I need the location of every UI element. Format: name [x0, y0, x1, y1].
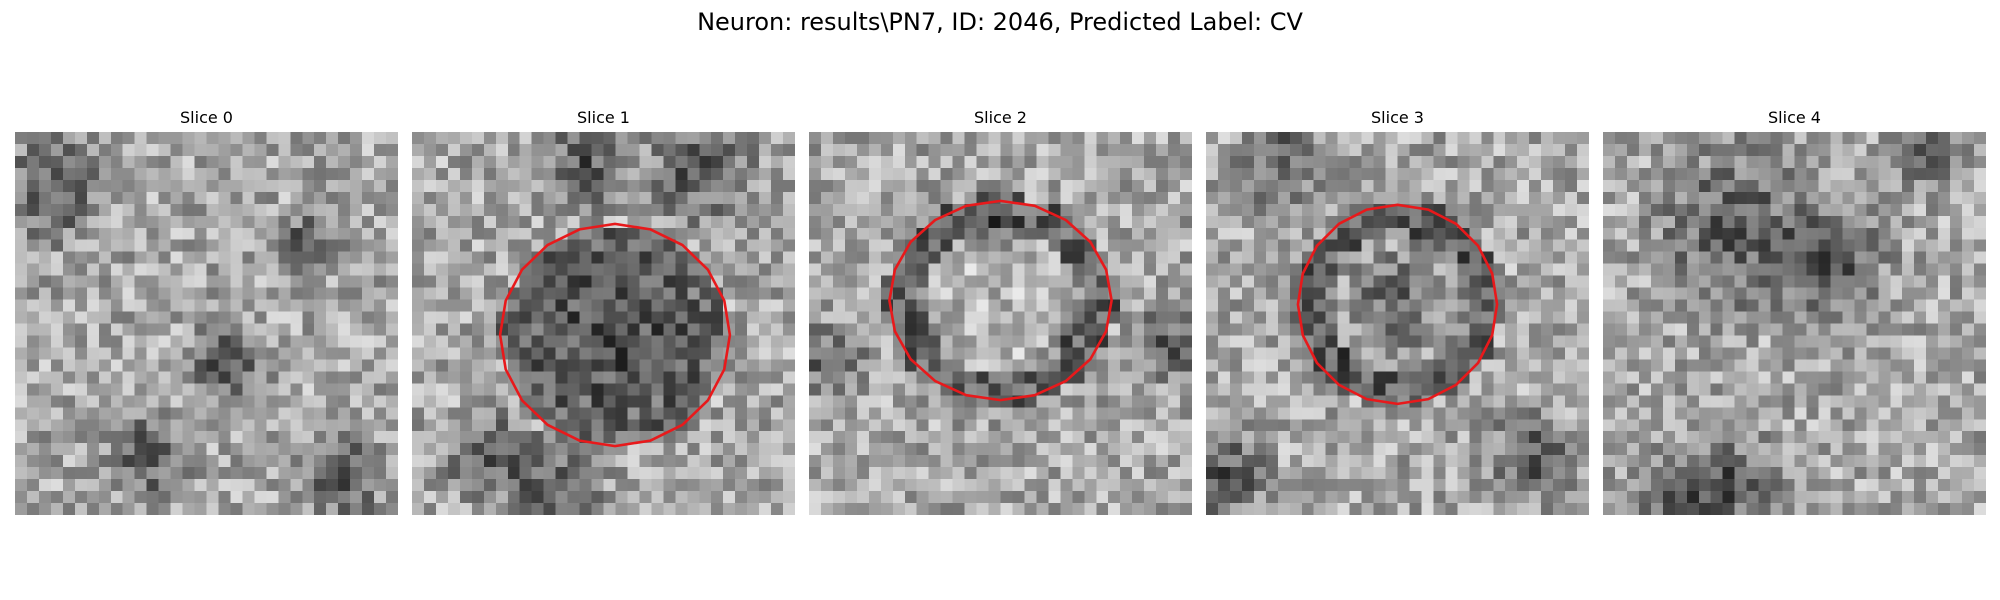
segmentation-contour: [498, 222, 732, 448]
slice-title-4: Slice 4: [1768, 108, 1821, 127]
segmentation-contour: [888, 199, 1113, 402]
figure-title: Neuron: results\PN7, ID: 2046, Predicted…: [697, 8, 1303, 36]
slice-title-2: Slice 2: [974, 108, 1027, 127]
slice-panel-4: Slice 4: [1603, 104, 1986, 515]
slice-image-4: [1603, 132, 1986, 515]
slice-title-0: Slice 0: [180, 108, 233, 127]
slice-panel-0: Slice 0: [15, 104, 398, 515]
slice-panel-3: Slice 3: [1206, 104, 1589, 515]
slice-title-1: Slice 1: [577, 108, 630, 127]
segmentation-contour: [1296, 203, 1499, 406]
slice-image-3: [1206, 132, 1589, 515]
slice-image-1: [412, 132, 795, 515]
slice-title-3: Slice 3: [1371, 108, 1424, 127]
slice-panel-1: Slice 1: [412, 104, 795, 515]
slice-panel-2: Slice 2: [809, 104, 1192, 515]
slice-image-2: [809, 132, 1192, 515]
slice-image-0: [15, 132, 398, 515]
